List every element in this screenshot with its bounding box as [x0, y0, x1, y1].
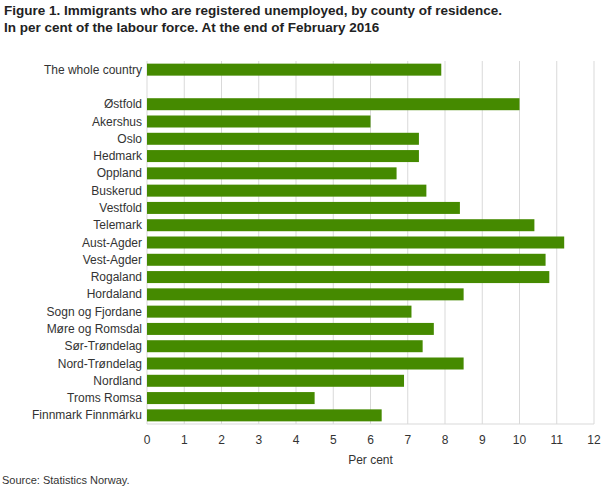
tick-label: 7 [404, 433, 411, 447]
category-label: Møre og Romsdal [47, 322, 142, 336]
chart: Figure 1. Immigrants who are registered … [0, 0, 608, 488]
tick-label: 1 [181, 433, 188, 447]
tick-label: 2 [218, 433, 225, 447]
axis-line [147, 424, 594, 425]
tick-label: 11 [551, 433, 564, 447]
category-label: Sør-Trøndelag [64, 339, 142, 353]
source: Source: Statistics Norway. [2, 474, 130, 486]
category-label: Akershus [92, 115, 142, 129]
category-label: Hedmark [93, 149, 143, 163]
category-label: Rogaland [91, 270, 142, 284]
title: Figure 1. Immigrants who are registered … [4, 3, 502, 18]
bar [147, 150, 419, 162]
category-label: Oppland [97, 166, 142, 180]
category-label: Aust-Agder [82, 236, 142, 250]
category-label: Vestfold [99, 201, 142, 215]
category-label: Buskerud [91, 184, 142, 198]
bar [147, 306, 411, 318]
category-label: Telemark [93, 218, 143, 232]
tick-label: 12 [587, 433, 601, 447]
category-label: Troms Romsa [67, 391, 142, 405]
tick-label: 8 [442, 433, 449, 447]
category-label: Sogn og Fjordane [47, 305, 143, 319]
bar [147, 202, 460, 214]
bar [147, 375, 404, 387]
category-label: Hordaland [87, 287, 142, 301]
category-label: Oslo [117, 132, 142, 146]
bar [147, 409, 382, 421]
bar [147, 358, 464, 370]
category-label: Vest-Agder [83, 253, 142, 267]
bar [147, 271, 549, 283]
category-label: The whole country [44, 63, 142, 77]
bar [147, 254, 546, 266]
tick-label: 0 [144, 433, 151, 447]
bar [147, 340, 423, 352]
tick-label: 9 [479, 433, 486, 447]
bar [147, 64, 441, 76]
axis-label: Per cent [348, 453, 393, 467]
bar [147, 288, 464, 300]
tick-label: 10 [513, 433, 527, 447]
bar [147, 237, 564, 249]
category-label: Nordland [93, 374, 142, 388]
title: In per cent of the labour force. At the … [4, 20, 380, 35]
bar [147, 185, 426, 197]
bar [147, 392, 315, 404]
tick-label: 4 [293, 433, 300, 447]
tick-label: 3 [255, 433, 262, 447]
grid-line [594, 61, 595, 424]
bars [147, 64, 564, 422]
category-label: Østfold [104, 97, 142, 111]
bar [147, 116, 371, 128]
bar [147, 98, 520, 110]
bar [147, 219, 534, 231]
bar [147, 323, 434, 335]
bar [147, 133, 419, 145]
bar [147, 167, 397, 179]
category-label: Nord-Trøndelag [58, 357, 142, 371]
tick-label: 5 [330, 433, 337, 447]
tick-label: 6 [367, 433, 374, 447]
category-label: Finnmark Finnmárku [32, 408, 142, 422]
